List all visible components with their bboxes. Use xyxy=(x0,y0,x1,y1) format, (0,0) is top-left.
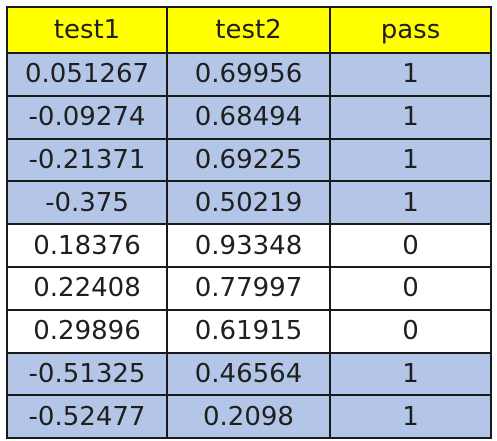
table-cell: 1 xyxy=(329,351,492,397)
table-cell: 1 xyxy=(329,137,492,183)
table-cell: 0.69225 xyxy=(166,137,331,183)
header-cell: pass xyxy=(329,6,492,54)
table-cell: 1 xyxy=(329,52,492,97)
table-cell: 0.2098 xyxy=(166,394,331,440)
table-cell: 0.50219 xyxy=(166,180,331,226)
header-cell: test2 xyxy=(166,6,331,54)
table-cell: 0 xyxy=(329,308,492,354)
table-row: 0.051267 0.69956 1 xyxy=(6,52,492,97)
data-table: test1 test2 pass 0.051267 0.69956 1 -0.09274 0… xyxy=(6,6,492,440)
table-cell: 1 xyxy=(329,394,492,440)
table-cell: 0.46564 xyxy=(166,351,331,397)
table-cell: 0.69956 xyxy=(166,52,331,97)
table-row: -0.21371 0.69225 1 xyxy=(6,137,492,183)
table-cell: 0.61915 xyxy=(166,308,331,354)
table-cell: 0.22408 xyxy=(6,265,168,311)
table-row: -0.09274 0.68494 1 xyxy=(6,94,492,140)
table-cell: 0.77997 xyxy=(166,265,331,311)
table-cell: -0.09274 xyxy=(6,94,168,140)
table-cell: 0.93348 xyxy=(166,223,331,268)
header-row: test1 test2 pass xyxy=(6,6,492,54)
table-cell: -0.52477 xyxy=(6,394,168,440)
table-cell: 1 xyxy=(329,94,492,140)
header-cell: test1 xyxy=(6,6,168,54)
table-cell: -0.51325 xyxy=(6,351,168,397)
table-cell: 0.68494 xyxy=(166,94,331,140)
table-row: 0.18376 0.93348 0 xyxy=(6,223,492,268)
table-cell: 0 xyxy=(329,265,492,311)
table-cell: 0.051267 xyxy=(6,52,168,97)
table-row: 0.22408 0.77997 0 xyxy=(6,265,492,311)
table-cell: 0.29896 xyxy=(6,308,168,354)
table-cell: -0.375 xyxy=(6,180,168,226)
table-body: 0.051267 0.69956 1 -0.09274 0.68494 1 -0.21371… xyxy=(6,52,492,440)
table-cell: 0 xyxy=(329,223,492,268)
table-cell: 1 xyxy=(329,180,492,226)
table-cell: 0.18376 xyxy=(6,223,168,268)
table-cell: -0.21371 xyxy=(6,137,168,183)
table-row: -0.51325 0.46564 1 xyxy=(6,351,492,397)
table-row: -0.375 0.50219 1 xyxy=(6,180,492,226)
table-row: -0.52477 0.2098 1 xyxy=(6,394,492,440)
table-row: 0.29896 0.61915 0 xyxy=(6,308,492,354)
